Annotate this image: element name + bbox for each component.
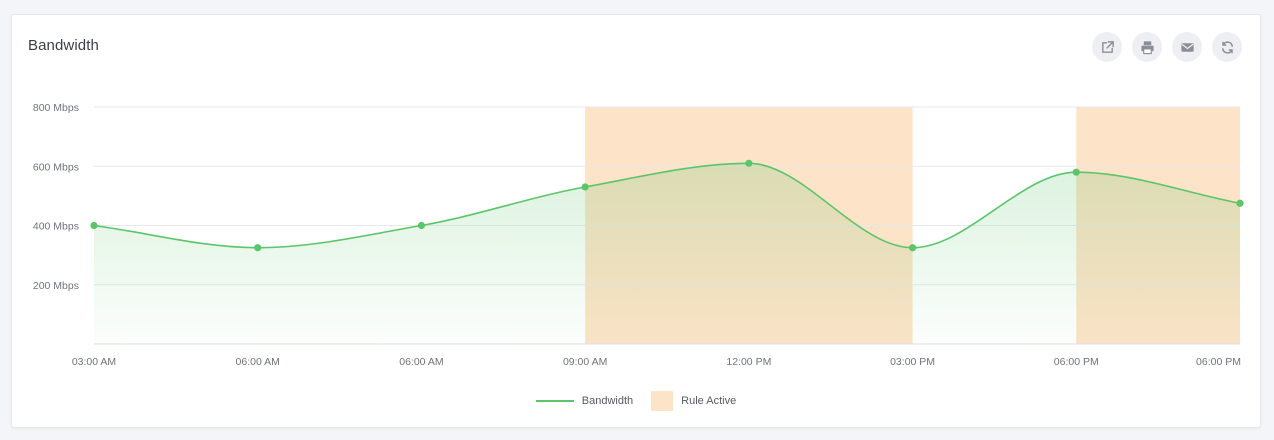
export-button[interactable] xyxy=(1092,32,1122,62)
bandwidth-point xyxy=(581,183,589,191)
bandwidth-point xyxy=(908,244,917,252)
refresh-icon xyxy=(1221,40,1233,54)
bandwidth-card: Bandwidth xyxy=(11,14,1261,428)
x-tick-label: 06:00 PM xyxy=(1054,356,1099,368)
x-tick-label: 03:00 PM xyxy=(890,356,935,368)
legend-label-rule-active: Rule Active xyxy=(681,395,737,407)
bandwidth-point xyxy=(1236,199,1244,207)
bandwidth-point xyxy=(745,159,753,167)
bandwidth-chart: 200 Mbps 400 Mbps 600 Mbps 800 Mbps 03:00 A… xyxy=(33,102,1244,368)
bandwidth-point xyxy=(1072,168,1080,176)
y-tick-label: 400 Mbps xyxy=(33,221,79,233)
y-tick-label: 200 Mbps xyxy=(33,280,79,292)
card-title: Bandwidth xyxy=(28,37,99,54)
mail-icon xyxy=(1180,42,1194,52)
print-icon xyxy=(1140,40,1154,54)
legend-item-bandwidth[interactable]: Bandwidth xyxy=(535,395,634,407)
bandwidth-point xyxy=(417,221,426,230)
legend-item-rule-active[interactable]: Rule Active xyxy=(651,391,736,411)
legend-band-swatch xyxy=(651,391,674,411)
x-tick-label: 12:00 PM xyxy=(726,356,771,368)
bandwidth-area xyxy=(94,163,1240,344)
legend-line-swatch xyxy=(535,400,574,402)
chart-legend: Bandwidth Rule Active xyxy=(12,391,1260,411)
email-button[interactable] xyxy=(1172,32,1202,62)
x-tick-label: 06:00 PM xyxy=(1196,356,1241,368)
card-actions xyxy=(1092,32,1242,62)
print-button[interactable] xyxy=(1132,32,1162,62)
x-tick-label: 06:00 AM xyxy=(236,356,280,368)
y-tick-label: 600 Mbps xyxy=(33,161,79,173)
bandwidth-point xyxy=(254,244,262,252)
x-tick-label: 09:00 AM xyxy=(563,356,607,368)
legend-label-bandwidth: Bandwidth xyxy=(581,395,634,407)
x-tick-label: 03:00 AM xyxy=(72,356,116,368)
x-tick-label: 06:00 AM xyxy=(399,356,443,368)
bandwidth-point xyxy=(90,221,98,230)
y-tick-label: 800 Mbps xyxy=(33,102,79,114)
bandwidth-line xyxy=(93,162,1241,249)
external-link-icon xyxy=(1101,40,1114,53)
refresh-button[interactable] xyxy=(1212,32,1242,62)
